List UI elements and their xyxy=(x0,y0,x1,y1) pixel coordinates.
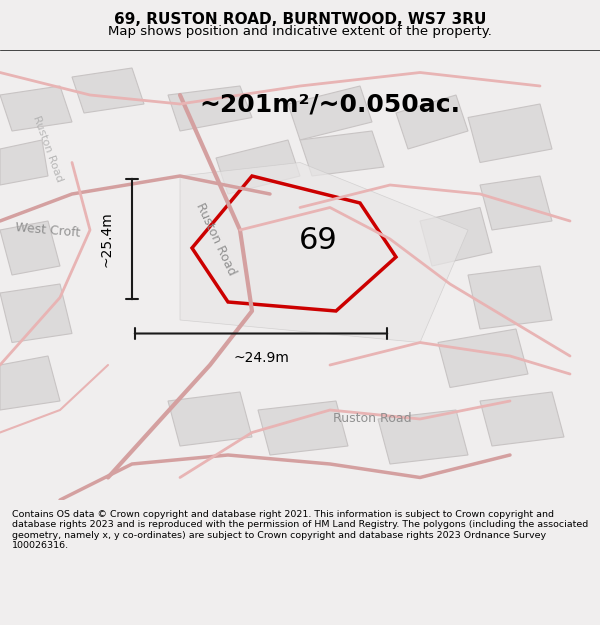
Text: Ruston Road: Ruston Road xyxy=(31,114,65,184)
Text: Map shows position and indicative extent of the property.: Map shows position and indicative extent… xyxy=(108,24,492,38)
Text: Ruston Road: Ruston Road xyxy=(193,201,239,278)
Polygon shape xyxy=(438,329,528,388)
Text: ~25.4m: ~25.4m xyxy=(100,211,114,267)
Polygon shape xyxy=(180,162,468,342)
Polygon shape xyxy=(216,140,300,194)
Polygon shape xyxy=(0,140,48,185)
Text: ~24.9m: ~24.9m xyxy=(233,351,289,366)
Text: 69, RUSTON ROAD, BURNTWOOD, WS7 3RU: 69, RUSTON ROAD, BURNTWOOD, WS7 3RU xyxy=(114,12,486,28)
Polygon shape xyxy=(420,208,492,266)
Polygon shape xyxy=(258,401,348,455)
Polygon shape xyxy=(0,221,60,275)
Text: Contains OS data © Crown copyright and database right 2021. This information is : Contains OS data © Crown copyright and d… xyxy=(12,510,588,550)
Polygon shape xyxy=(480,392,564,446)
Polygon shape xyxy=(288,86,372,140)
Polygon shape xyxy=(480,176,552,230)
Polygon shape xyxy=(468,266,552,329)
Polygon shape xyxy=(300,131,384,176)
Polygon shape xyxy=(0,284,72,342)
Text: West Croft: West Croft xyxy=(15,221,81,239)
Polygon shape xyxy=(72,68,144,113)
Polygon shape xyxy=(0,86,72,131)
Text: ~201m²/~0.050ac.: ~201m²/~0.050ac. xyxy=(199,92,461,116)
Polygon shape xyxy=(396,95,468,149)
Polygon shape xyxy=(0,356,60,410)
Polygon shape xyxy=(168,392,252,446)
Text: 69: 69 xyxy=(299,226,337,255)
Text: Ruston Road: Ruston Road xyxy=(332,412,412,426)
Polygon shape xyxy=(378,410,468,464)
Polygon shape xyxy=(468,104,552,162)
Polygon shape xyxy=(168,86,252,131)
